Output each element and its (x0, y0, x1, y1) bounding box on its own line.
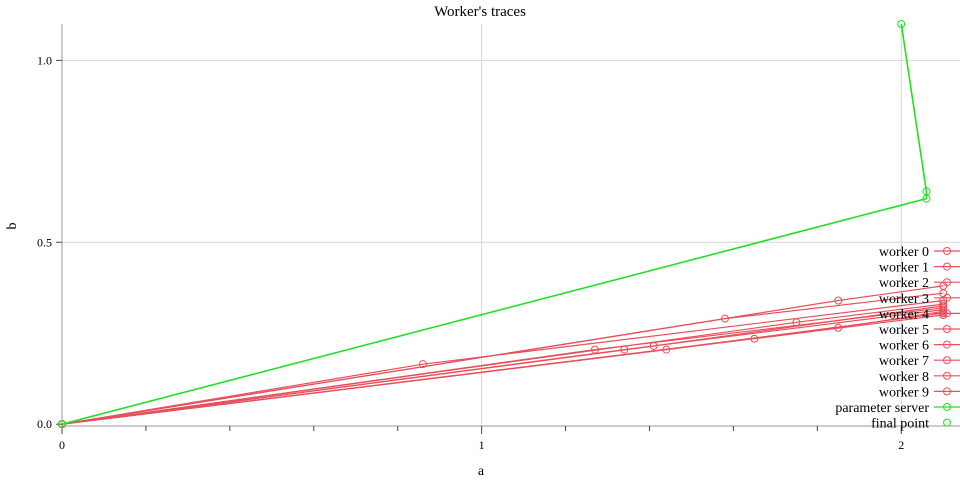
y-axis-title: b (5, 223, 20, 230)
x-axis-title: a (478, 464, 485, 479)
legend-label-1: worker 1 (879, 261, 929, 276)
data-point-0-1 (834, 296, 843, 305)
legend-label-0: worker 0 (879, 245, 929, 260)
legend-swatch-marker-1 (943, 262, 951, 271)
series-line-8 (61, 314, 944, 425)
series-8 (58, 311, 948, 429)
data-point-8-1 (750, 334, 759, 343)
legend-label-11: final point (871, 417, 929, 432)
legend-swatch-marker-2 (943, 278, 951, 287)
data-point-9-1 (649, 341, 658, 350)
legend-swatch-marker-7 (943, 356, 951, 365)
legend-label-8: worker 8 (879, 370, 929, 385)
legend-swatch-marker-5 (943, 325, 951, 333)
y-tick-label-0: 0.0 (37, 417, 52, 431)
data-point-2-1 (418, 360, 427, 369)
series-11 (58, 420, 66, 429)
legend-swatch-marker-11 (943, 418, 951, 427)
legend-swatch-marker-3 (943, 293, 951, 302)
legend-swatch-marker-0 (943, 247, 951, 255)
legend-swatch-marker-8 (943, 371, 951, 380)
series-line-2 (61, 299, 944, 425)
y-tick-label-2: 1.0 (37, 53, 52, 67)
series-9 (58, 301, 948, 429)
legend-label-9: worker 9 (879, 385, 929, 400)
legend-label-3: worker 3 (879, 292, 929, 307)
x-tick-label-1: 1 (479, 438, 485, 452)
data-point-10-3 (897, 20, 906, 28)
x-tick-label-2: 2 (898, 438, 904, 452)
axes: 0 1 2 0.0 0.5 1.0 (37, 24, 960, 452)
data-point-9-2 (939, 301, 948, 310)
series-layer (58, 20, 948, 429)
legend-label-2: worker 2 (879, 276, 929, 291)
legend-label-5: worker 5 (879, 323, 929, 338)
grid-layer (62, 24, 960, 426)
legend-label-7: worker 7 (879, 354, 929, 369)
x-tick-label-0: 0 (59, 438, 65, 452)
legend-swatch-marker-10 (943, 403, 951, 411)
data-point-8-2 (939, 311, 948, 320)
legend-swatch-marker-4 (943, 309, 951, 318)
y-tick-label-1: 0.5 (37, 235, 52, 249)
series-7 (58, 309, 948, 429)
series-line-1 (61, 292, 944, 425)
data-point-10-2 (922, 187, 931, 196)
data-point-1-1 (721, 314, 730, 323)
data-point-11-0 (58, 420, 66, 429)
series-line-9 (61, 305, 944, 425)
legend-label-6: worker 6 (879, 339, 929, 354)
legend-label-4: worker 4 (879, 307, 929, 322)
legend-swatch-marker-9 (943, 387, 951, 396)
legend-swatch-marker-6 (943, 340, 951, 349)
chart-title: Worker's traces (434, 4, 526, 20)
legend-label-10: parameter server (835, 401, 929, 416)
